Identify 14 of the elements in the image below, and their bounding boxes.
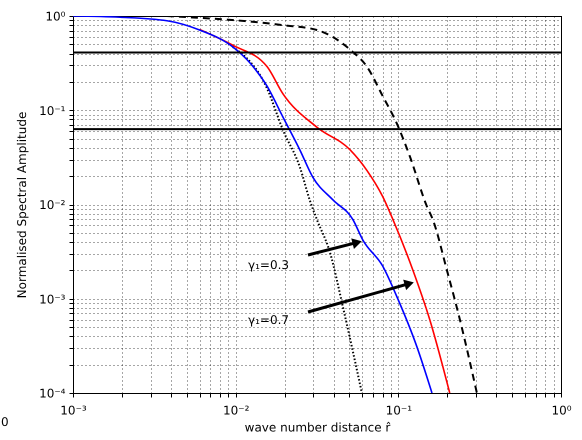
y-tick-label: 10⁻⁴	[39, 386, 66, 400]
x-tick-label: 10⁻¹	[386, 404, 412, 418]
y-tick-label: 10⁻²	[39, 198, 66, 212]
text: 0	[1, 415, 9, 429]
x-axis-title: wave number distance r̂	[244, 420, 391, 434]
y-tick-label: 10⁻¹	[39, 104, 66, 118]
x-tick-label: 10⁻³	[60, 404, 87, 418]
y-tick-label: 10⁻³	[39, 292, 66, 306]
annotation: γ₁=0.7	[248, 313, 290, 327]
x-tick-label: 10⁻²	[222, 404, 250, 418]
y-tick-label: 10⁰	[45, 10, 66, 24]
x-tick-label: 10⁰	[551, 404, 572, 418]
annotation: γ₁=0.3	[248, 258, 290, 272]
y-axis-title: Normalised Spectral Amplitude	[15, 112, 30, 298]
